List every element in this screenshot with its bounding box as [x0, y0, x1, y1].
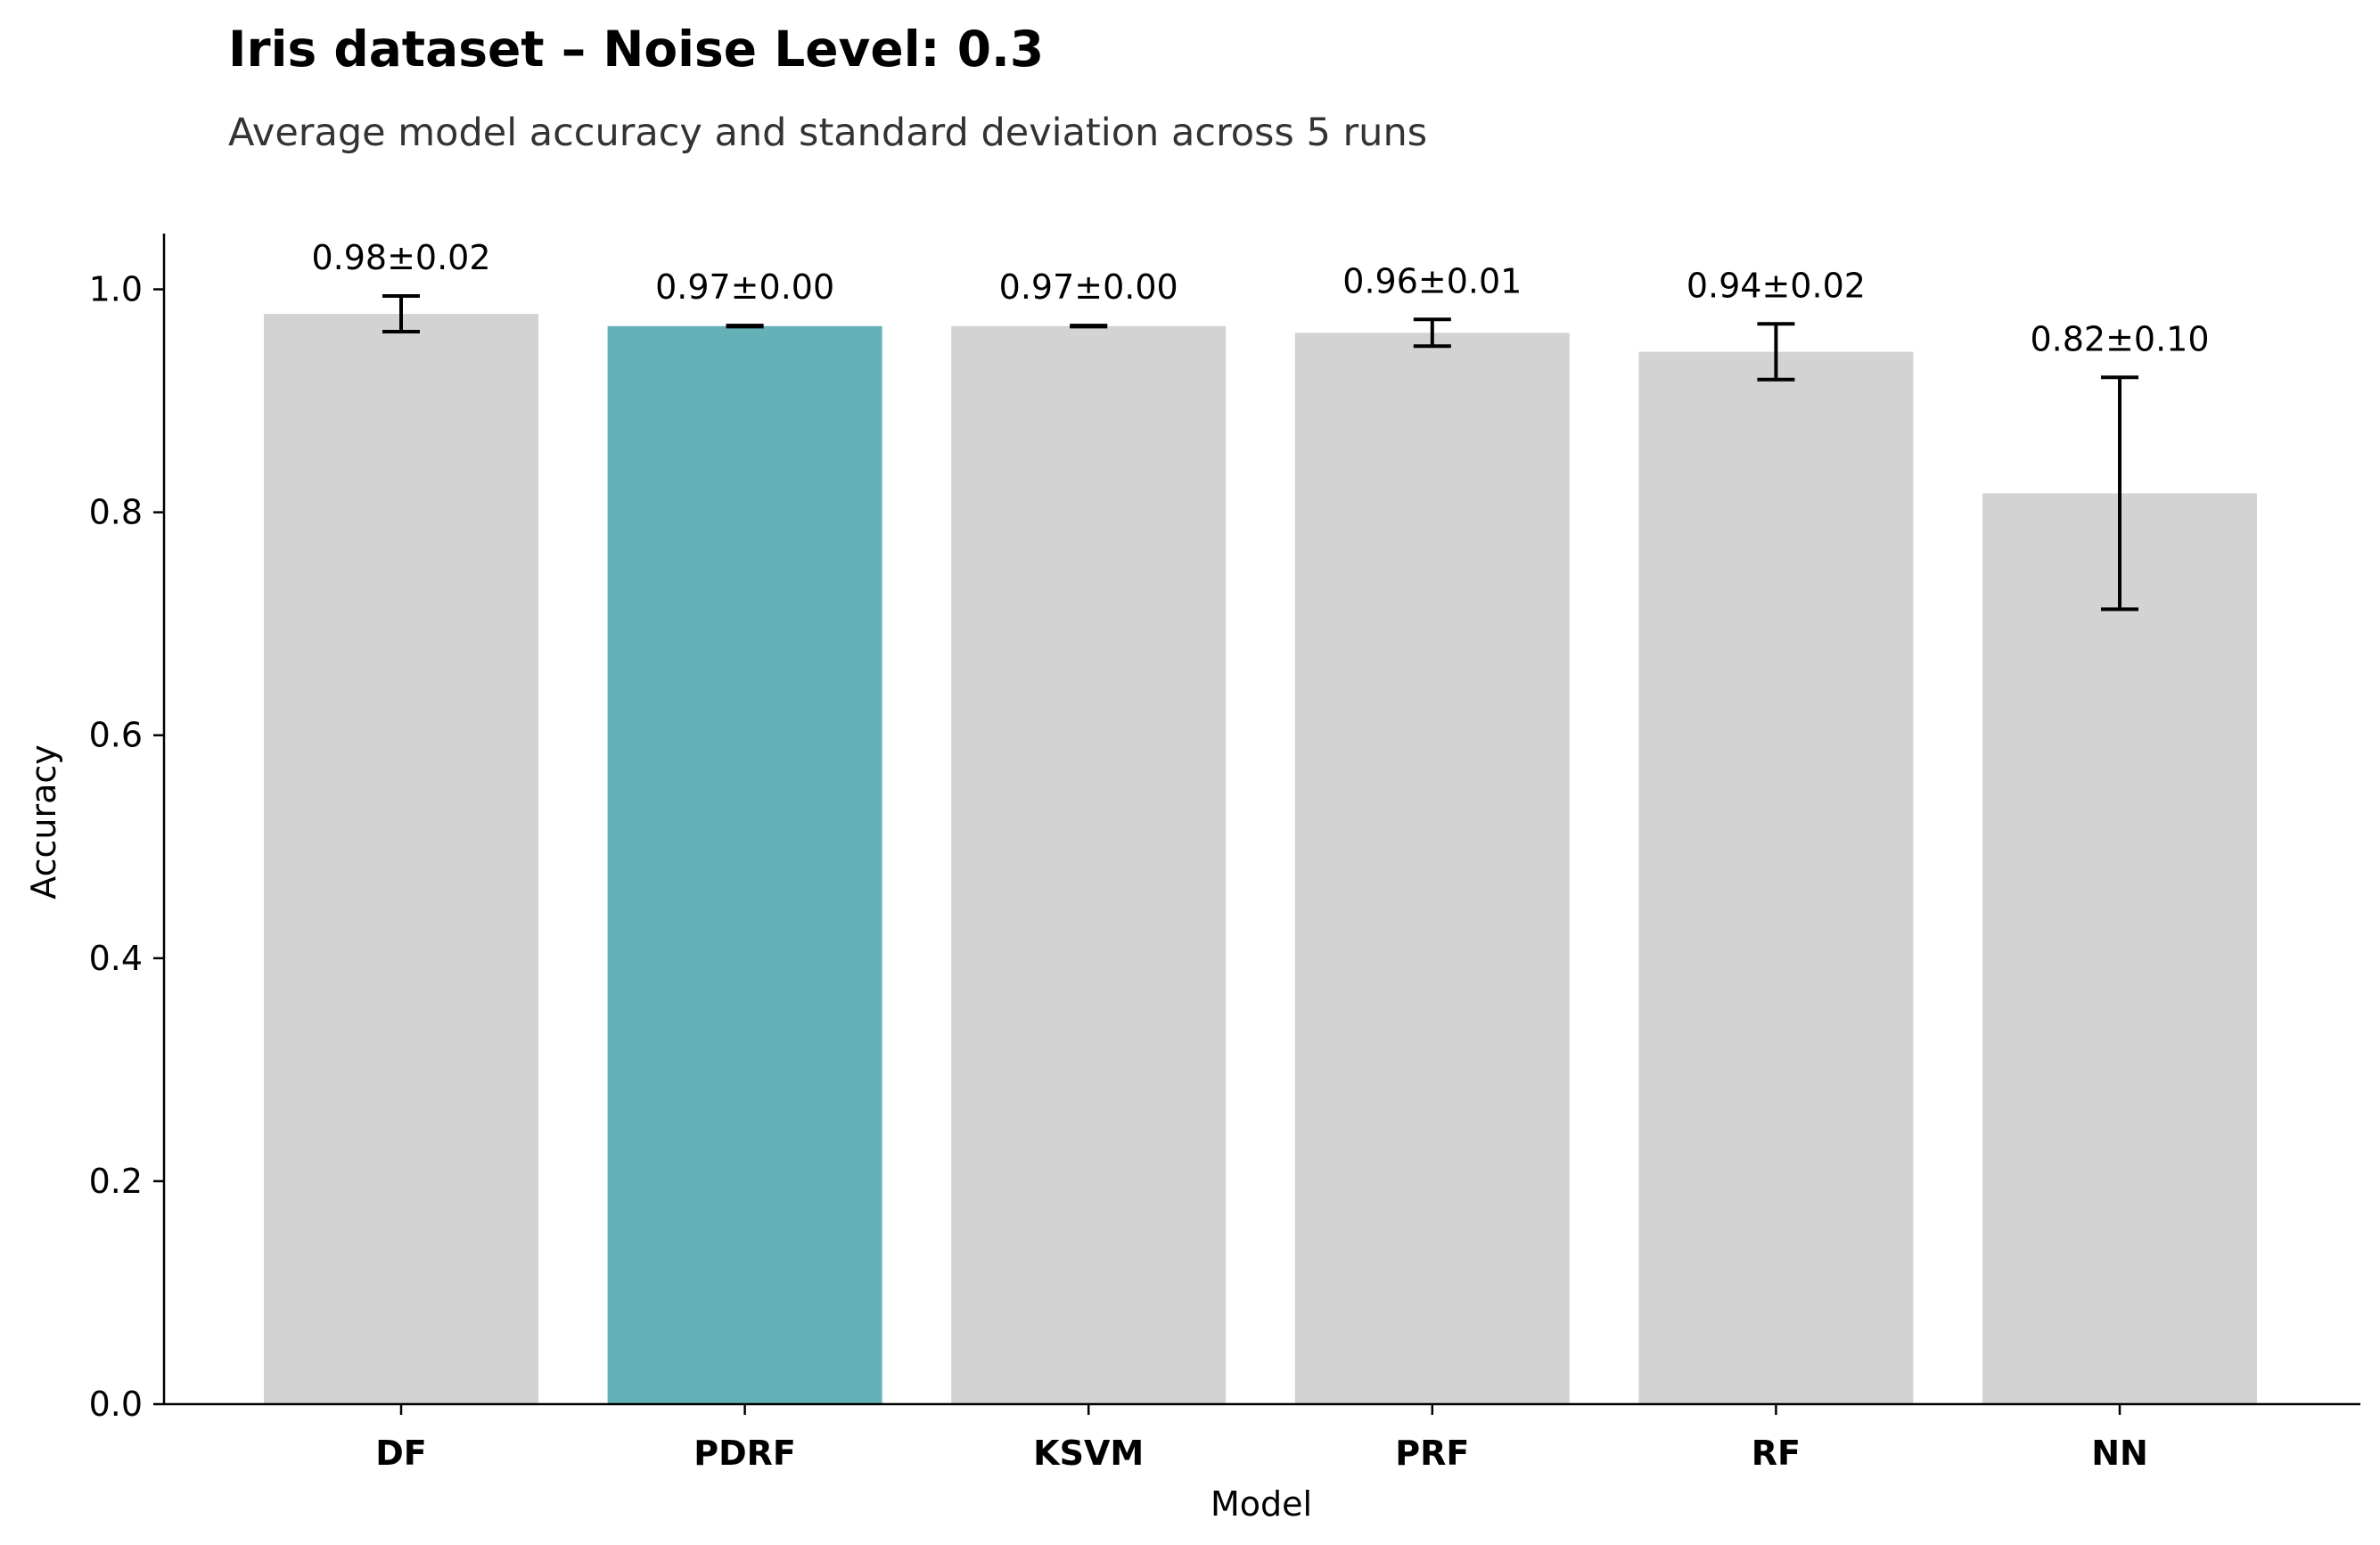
error-bar-pdrf [726, 324, 764, 329]
x-tick-label-prf: PRF [1395, 1434, 1469, 1473]
error-bar-ksvm [1070, 324, 1108, 329]
error-bars-layer [382, 294, 2138, 612]
x-tick-label-pdrf: PDRF [693, 1434, 796, 1473]
x-tick-label-nn: NN [2091, 1434, 2148, 1473]
x-tick-label-ksvm: KSVM [1033, 1434, 1144, 1473]
chart-subtitle: Average model accuracy and standard devi… [228, 111, 1427, 155]
data-labels-layer: 0.98±0.02 0.97±0.00 0.97±0.00 0.96±0.01 0.94… [311, 238, 2209, 358]
bar-prf [1294, 333, 1570, 1405]
y-tick-label: 0.6 [89, 716, 143, 755]
x-tick-label-df: DF [375, 1434, 427, 1473]
data-label-df: 0.98±0.02 [311, 238, 490, 277]
data-label-rf: 0.94±0.02 [1687, 266, 1866, 305]
y-axis-label: Accuracy [24, 744, 63, 900]
x-tick-label-rf: RF [1752, 1434, 1801, 1473]
y-tick-label: 0.2 [89, 1162, 143, 1201]
error-bar-nn [2101, 375, 2138, 612]
bar-nn [1982, 493, 2257, 1404]
error-bar-rf [1757, 322, 1795, 382]
data-label-ksvm: 0.97±0.00 [999, 267, 1178, 307]
chart-title: Iris dataset – Noise Level: 0.3 [228, 21, 1044, 78]
data-label-prf: 0.96±0.01 [1342, 261, 1522, 300]
error-bar-prf [1413, 317, 1451, 349]
y-tick-label: 0.8 [89, 493, 143, 532]
data-label-nn: 0.82±0.10 [2030, 319, 2209, 358]
bars-layer [264, 314, 2257, 1405]
data-label-pdrf: 0.97±0.00 [655, 267, 834, 307]
bar-pdrf [607, 325, 882, 1404]
bar-rf [1638, 351, 1914, 1404]
y-tick-label: 0.0 [89, 1385, 143, 1424]
bar-ksvm [951, 325, 1227, 1404]
error-bar-df [382, 294, 420, 334]
bar-df [264, 314, 538, 1404]
axes-layer: DF PDRF KSVM PRF RF NN 0.0 0.2 0.4 0.6 0.8 1.0 [89, 234, 2360, 1473]
x-axis-label: Model [1211, 1484, 1312, 1524]
y-tick-label: 1.0 [89, 270, 143, 309]
y-tick-label: 0.4 [89, 939, 143, 978]
